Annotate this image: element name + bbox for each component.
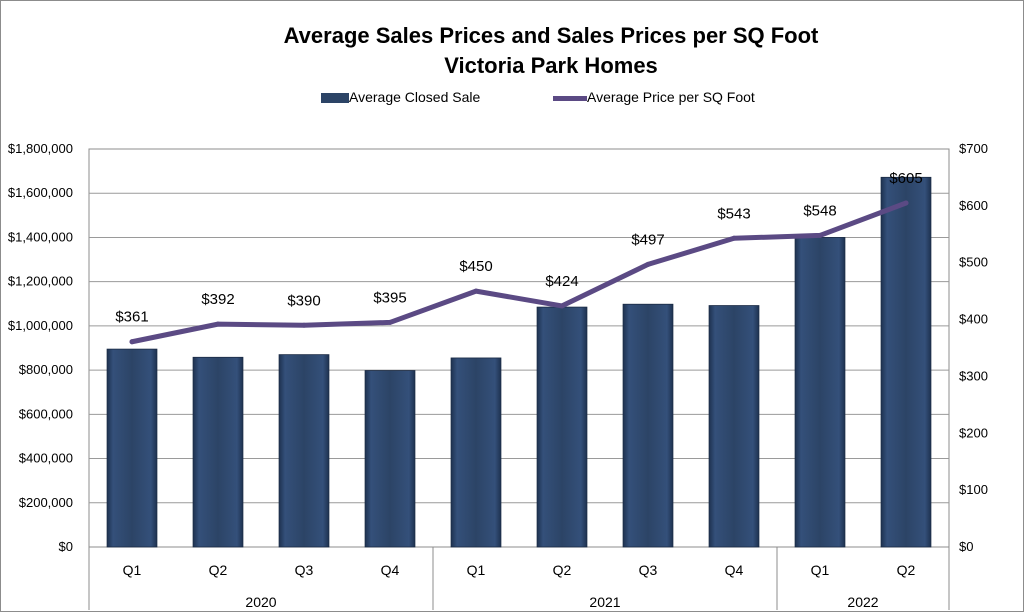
data-label: $390 — [287, 292, 320, 309]
bar — [880, 176, 932, 548]
y-right-tick-label: $100 — [959, 482, 988, 497]
y-left-tick-label: $0 — [59, 539, 73, 554]
bar — [106, 348, 158, 548]
line-point — [215, 321, 221, 327]
line-point — [903, 200, 909, 206]
line-series — [129, 200, 909, 345]
x-group-label: 2020 — [245, 594, 276, 610]
y-right-tick-label: $600 — [959, 198, 988, 213]
data-label: $361 — [115, 309, 148, 326]
y-left-tick-label: $1,400,000 — [8, 229, 73, 244]
legend-bar-label: Average Closed Sale — [349, 89, 481, 105]
y-right-tick-label: $500 — [959, 255, 988, 270]
x-tick-label: Q3 — [639, 562, 658, 578]
x-group-label: 2022 — [847, 594, 878, 610]
line-point — [731, 235, 737, 241]
line-point — [559, 303, 565, 309]
y-right-tick-label: $0 — [959, 539, 973, 554]
x-tick-label: Q3 — [295, 562, 314, 578]
y-right-tick-label: $200 — [959, 425, 988, 440]
y-left-tick-label: $200,000 — [19, 495, 73, 510]
data-label: $605 — [889, 170, 922, 187]
bar — [278, 354, 330, 548]
y-left-tick-label: $1,000,000 — [8, 318, 73, 333]
line-point — [129, 339, 135, 345]
y-left-tick-label: $400,000 — [19, 451, 73, 466]
bar — [192, 356, 244, 548]
y-left-tick-label: $800,000 — [19, 362, 73, 377]
data-label: $543 — [717, 205, 750, 222]
chart-title: Average Sales Prices and Sales Prices pe… — [283, 23, 819, 48]
x-tick-label: Q1 — [123, 562, 142, 578]
y-left-tick-label: $1,200,000 — [8, 274, 73, 289]
x-tick-label: Q2 — [897, 562, 916, 578]
data-label: $450 — [459, 258, 492, 275]
bar — [450, 357, 502, 548]
y-right-tick-label: $300 — [959, 368, 988, 383]
x-tick-label: Q2 — [553, 562, 572, 578]
x-tick-label: Q1 — [467, 562, 486, 578]
x-tick-label: Q4 — [381, 562, 400, 578]
line-point — [387, 319, 393, 325]
bar — [536, 306, 588, 548]
bar — [708, 305, 760, 548]
chart-subtitle: Victoria Park Homes — [444, 53, 658, 78]
bar — [794, 237, 846, 548]
y-right-tick-label: $400 — [959, 312, 988, 327]
legend-line-label: Average Price per SQ Foot — [587, 89, 755, 105]
y-left-tick-label: $1,800,000 — [8, 141, 73, 156]
line-point — [301, 322, 307, 328]
bar — [622, 303, 674, 548]
data-label: $497 — [631, 231, 664, 248]
y-left-tick-label: $1,600,000 — [8, 185, 73, 200]
data-label: $392 — [201, 291, 234, 308]
y-right-tick-label: $700 — [959, 141, 988, 156]
legend: Average Closed Sale — [321, 89, 480, 105]
legend-line: Average Price per SQ Foot — [553, 89, 755, 105]
line-point — [817, 232, 823, 238]
x-tick-label: Q2 — [209, 562, 228, 578]
data-label: $395 — [373, 289, 406, 306]
legend-line-swatch — [553, 95, 587, 101]
x-tick-label: Q1 — [811, 562, 830, 578]
legend-bar-swatch — [321, 93, 349, 104]
x-tick-label: Q4 — [725, 562, 744, 578]
x-group-label: 2021 — [589, 594, 620, 610]
data-label: $548 — [803, 202, 836, 219]
bar — [364, 370, 416, 548]
line-point — [473, 288, 479, 294]
y-left-tick-label: $600,000 — [19, 406, 73, 421]
data-label: $424 — [545, 273, 578, 290]
line-point — [645, 261, 651, 267]
